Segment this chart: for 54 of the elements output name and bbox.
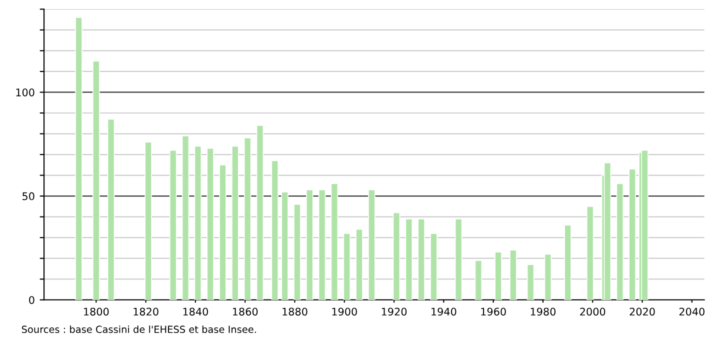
bar — [343, 233, 351, 300]
bar — [194, 146, 202, 300]
x-tick-label: 1860 — [232, 308, 258, 316]
bar — [75, 17, 82, 300]
bar — [368, 189, 376, 300]
bar — [474, 260, 482, 300]
x-tick-label: 1880 — [282, 308, 308, 316]
y-tick-label: 0 — [29, 296, 34, 304]
x-tick-label: 1840 — [183, 308, 208, 316]
bar — [244, 138, 252, 300]
x-tick-label: 1980 — [530, 308, 556, 316]
x-tick-label: 1920 — [382, 308, 407, 316]
bar — [107, 118, 115, 300]
bar — [392, 212, 400, 300]
bar — [641, 150, 648, 300]
bar — [206, 148, 214, 300]
bar — [405, 218, 413, 300]
x-tick-label: 1820 — [134, 308, 158, 316]
bar — [628, 168, 636, 300]
bar — [616, 183, 624, 300]
bar — [330, 183, 338, 300]
bar — [454, 218, 462, 300]
x-tick-label: 1940 — [432, 308, 456, 316]
bar — [294, 204, 301, 300]
x-tick-label: 2020 — [630, 308, 655, 316]
bar — [356, 228, 363, 300]
bar — [169, 150, 177, 300]
x-tick-label: 2000 — [580, 308, 606, 316]
bar — [604, 162, 612, 300]
bar — [232, 146, 239, 300]
bar — [306, 189, 314, 300]
y-tick-label: 100 — [16, 88, 34, 96]
bar — [219, 164, 226, 300]
bar — [430, 233, 438, 300]
bar — [281, 191, 288, 300]
bar — [256, 125, 264, 300]
bar — [318, 189, 326, 300]
y-tick-label: 50 — [22, 192, 34, 200]
bar — [544, 254, 552, 300]
bar — [144, 142, 152, 300]
x-tick-label: 1960 — [481, 308, 506, 316]
x-tick-label: 1800 — [84, 308, 109, 316]
bar — [510, 250, 517, 300]
bar — [586, 206, 594, 300]
bar — [271, 160, 279, 300]
x-tick-label: 1900 — [332, 308, 357, 316]
bar — [182, 135, 190, 300]
bar — [526, 264, 534, 300]
source-note: Sources : base Cassini de l'EHESS et base Insee. — [22, 325, 256, 334]
bar — [418, 218, 425, 300]
bar — [494, 252, 502, 300]
x-tick-label: 2040 — [679, 308, 704, 316]
bar — [564, 224, 572, 300]
bar — [92, 60, 100, 300]
